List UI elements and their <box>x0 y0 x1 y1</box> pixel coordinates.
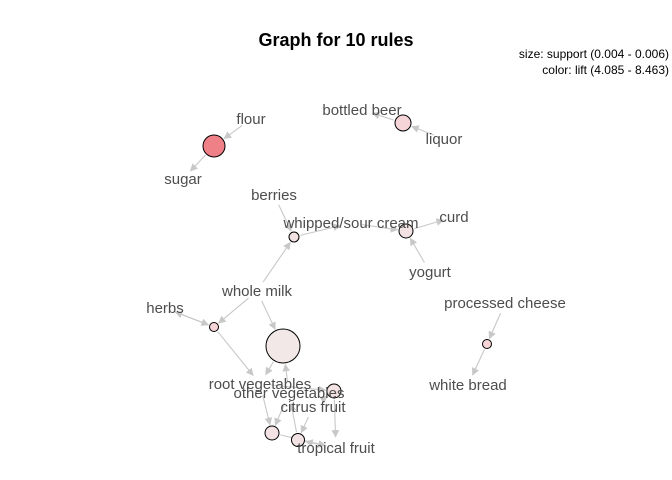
edge-whipped-sour-cream-to-r4 <box>361 224 399 233</box>
item-label-curd[interactable]: curd <box>439 209 468 226</box>
item-labels-layer: flour sugar bottled beer liquor berries whipp… <box>146 102 566 457</box>
item-label-root-vegetables[interactable]: root vegetables <box>209 376 312 393</box>
rule-node-r3[interactable] <box>288 231 300 243</box>
item-label-sugar[interactable]: sugar <box>164 171 202 188</box>
edge-whole-milk-to-r6 <box>218 297 249 324</box>
edge-herbs-to-r6 <box>175 311 210 326</box>
edge-r2-to-bottled-beer <box>371 111 395 121</box>
edge-r3-to-whipped-sour-cream <box>300 223 342 236</box>
edge-citrus-fruit-to-r9 <box>319 395 328 404</box>
item-label-bottled-beer[interactable]: bottled beer <box>322 102 401 119</box>
edge-berries-to-r3 <box>278 204 292 232</box>
edge-r10-to-other-vegetables <box>288 403 298 433</box>
item-label-berries[interactable]: berries <box>251 187 297 204</box>
edge-whole-milk-to-r7 <box>261 300 276 330</box>
legend-size: size: support (0.004 - 0.006) <box>519 47 669 61</box>
legend-color: color: lift (4.085 - 8.463) <box>542 63 669 77</box>
edge-root-vegetables-to-r9 <box>270 384 327 394</box>
item-label-tropical-fruit[interactable]: tropical fruit <box>297 440 375 457</box>
edges-layer <box>174 111 502 448</box>
edge-yogurt-to-r4 <box>409 237 425 263</box>
edge-whole-milk-to-r3 <box>262 241 291 283</box>
item-label-liquor[interactable]: liquor <box>426 131 463 148</box>
item-label-herbs[interactable]: herbs <box>146 300 184 317</box>
rule-node-r4[interactable] <box>398 223 414 239</box>
graph-title: Graph for 10 rules <box>258 30 413 50</box>
item-label-other-vegetables[interactable]: other vegetables <box>234 385 345 402</box>
rule-node-r6[interactable] <box>209 322 219 332</box>
rule-node-r7[interactable] <box>265 328 301 364</box>
edge-r1-to-sugar <box>189 154 206 172</box>
edge-citrus-fruit-to-r10 <box>300 416 309 434</box>
rule-node-r8[interactable] <box>264 425 280 441</box>
edge-r5-to-white-bread <box>472 349 485 376</box>
edge-root-vegetables-to-r8 <box>262 394 273 426</box>
edge-processed-cheese-to-r5 <box>488 312 502 340</box>
edge-other-vegetables-to-r7 <box>282 363 291 383</box>
edge-tropical-fruit-to-r10 <box>305 439 326 447</box>
rule-node-r1[interactable] <box>202 134 226 158</box>
edge-liquor-to-r2 <box>411 125 434 136</box>
rule-node-r9[interactable] <box>326 383 342 399</box>
item-label-whipped-sour-cream[interactable]: whipped/sour cream <box>282 215 418 232</box>
item-label-citrus-fruit[interactable]: citrus fruit <box>280 399 346 416</box>
rule-node-r2[interactable] <box>394 114 412 132</box>
edge-r7-to-root-vegetables <box>265 361 274 376</box>
edge-r9-to-tropical-fruit <box>331 399 340 438</box>
item-label-flour[interactable]: flour <box>236 111 265 128</box>
edge-r6-to-root-vegetables <box>217 331 254 376</box>
rule-node-r5[interactable] <box>482 339 492 349</box>
edge-r4-to-curd <box>414 218 445 230</box>
edge-other-vegetables-to-r8 <box>274 402 286 426</box>
rule-nodes-layer <box>202 114 492 447</box>
item-label-white-bread[interactable]: white bread <box>428 377 507 394</box>
edge-flour-to-r1 <box>223 125 243 140</box>
item-label-processed-cheese[interactable]: processed cheese <box>444 295 566 312</box>
rule-node-r10[interactable] <box>291 433 305 447</box>
item-label-whole-milk[interactable]: whole milk <box>221 283 293 300</box>
item-label-yogurt[interactable]: yogurt <box>409 264 452 281</box>
